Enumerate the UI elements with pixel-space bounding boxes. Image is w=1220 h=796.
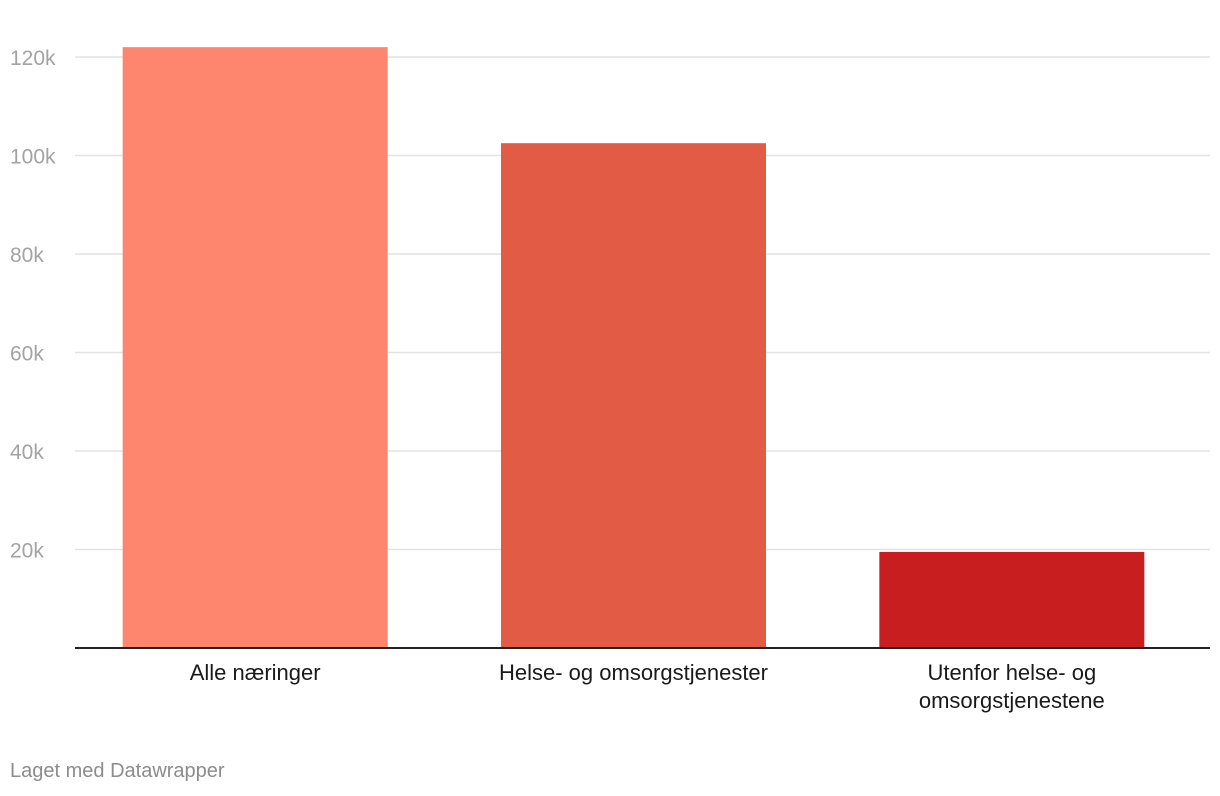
- x-category-label: Helse- og omsorgstjenester: [499, 660, 768, 685]
- x-category-label: Alle næringer: [190, 660, 321, 685]
- y-tick-label: 120k: [10, 47, 56, 70]
- y-tick-label: 60k: [10, 343, 44, 366]
- y-tick-label: 40k: [10, 441, 44, 464]
- bar[interactable]: [122, 47, 388, 648]
- bar[interactable]: [501, 143, 766, 648]
- x-category-label: Utenfor helse- og omsorgstjenestene: [919, 660, 1105, 713]
- y-tick-label: 100k: [10, 146, 56, 169]
- bar-chart-svg: 20k 40k 60k 80k 100k 120k Alle næringer Helse- …: [10, 47, 1210, 713]
- y-tick-label: 20k: [10, 540, 44, 563]
- footer-credit[interactable]: Laget med Datawrapper: [10, 760, 225, 782]
- y-tick-label: 80k: [10, 244, 44, 267]
- bar[interactable]: [879, 551, 1145, 648]
